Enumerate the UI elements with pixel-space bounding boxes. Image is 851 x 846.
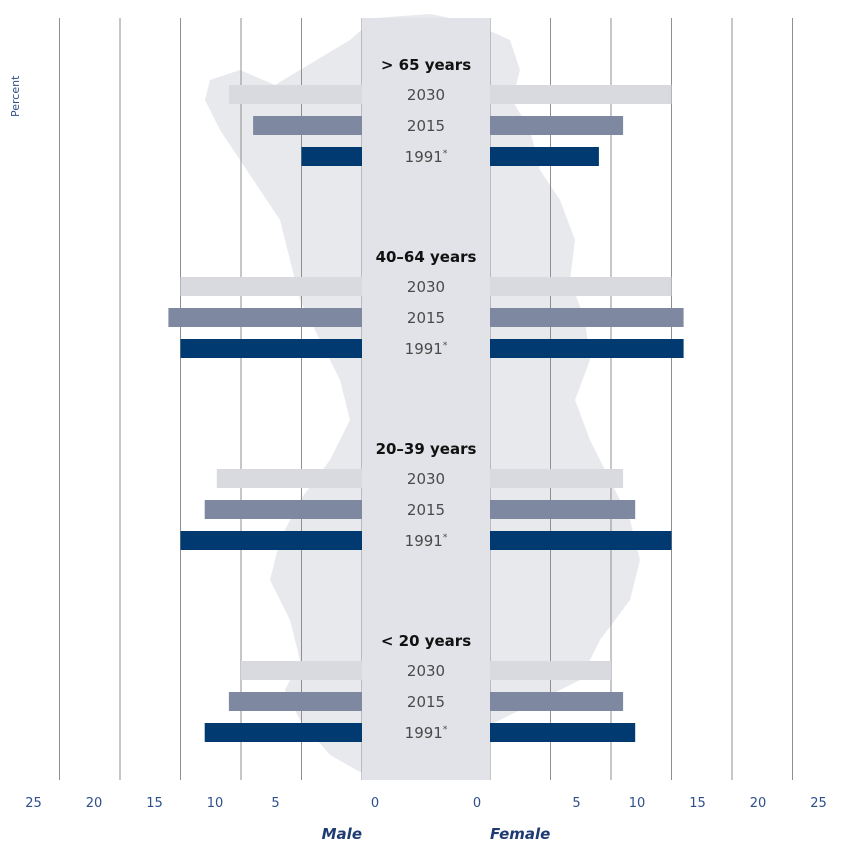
year-label: 2015 [407, 693, 445, 711]
group-label: 40–64 years [376, 248, 477, 266]
tick-label-male: 0 [371, 796, 379, 811]
tick-label-male: 25 [25, 796, 42, 811]
year-label: 2015 [407, 117, 445, 135]
bar-female [490, 85, 672, 104]
bar-male [228, 85, 362, 104]
tick-label-female: 10 [629, 796, 646, 811]
bar-female [490, 661, 611, 680]
year-label: 2030 [407, 470, 445, 488]
year-label: 1991* [405, 532, 448, 550]
tick-labels: 303025252020151510105500 [25, 796, 827, 811]
year-label: 1991* [405, 340, 448, 358]
bar-male [204, 500, 362, 519]
tick-label-female: 20 [750, 796, 767, 811]
bar-male [180, 531, 362, 550]
bar-male [228, 692, 362, 711]
bar-female [490, 277, 672, 296]
bar-male [253, 116, 362, 135]
bar-male [168, 308, 362, 327]
group-label: > 65 years [381, 56, 471, 74]
tick-label-female: 5 [572, 796, 580, 811]
year-label: 2030 [407, 662, 445, 680]
year-label: 2015 [407, 501, 445, 519]
bar-male [204, 723, 362, 742]
year-label: 1991* [405, 724, 448, 742]
year-label: 1991* [405, 148, 448, 166]
tick-label-female: 0 [473, 796, 481, 811]
bar-female [490, 531, 672, 550]
female-label: Female [490, 825, 550, 843]
bar-male [180, 277, 362, 296]
tick-label-female: 15 [689, 796, 706, 811]
bar-female [490, 308, 684, 327]
bar-female [490, 469, 624, 488]
bar-female [490, 339, 684, 358]
bar-female [490, 500, 636, 519]
tick-label-female: 25 [810, 796, 827, 811]
bar-male [216, 469, 362, 488]
bars [168, 85, 684, 742]
year-label: 2030 [407, 278, 445, 296]
year-label: 2015 [407, 309, 445, 327]
tick-label-male: 10 [207, 796, 224, 811]
group-label: < 20 years [381, 632, 471, 650]
tick-label-male: 15 [146, 796, 163, 811]
bar-male [301, 147, 362, 166]
bar-female [490, 723, 636, 742]
bar-female [490, 692, 624, 711]
group-label: 20–39 years [376, 440, 477, 458]
bar-male [180, 339, 362, 358]
bar-female [490, 147, 599, 166]
y-axis-label: Percent [9, 75, 22, 117]
bar-male [241, 661, 362, 680]
category-labels: > 65 years 2030 2015 1991* 40–64 years 2030 20… [376, 56, 477, 742]
center-column [362, 18, 490, 780]
bar-female [490, 116, 624, 135]
year-label: 2030 [407, 86, 445, 104]
tick-label-male: 20 [86, 796, 103, 811]
tick-label-male: 5 [271, 796, 279, 811]
male-label: Male [322, 825, 362, 843]
